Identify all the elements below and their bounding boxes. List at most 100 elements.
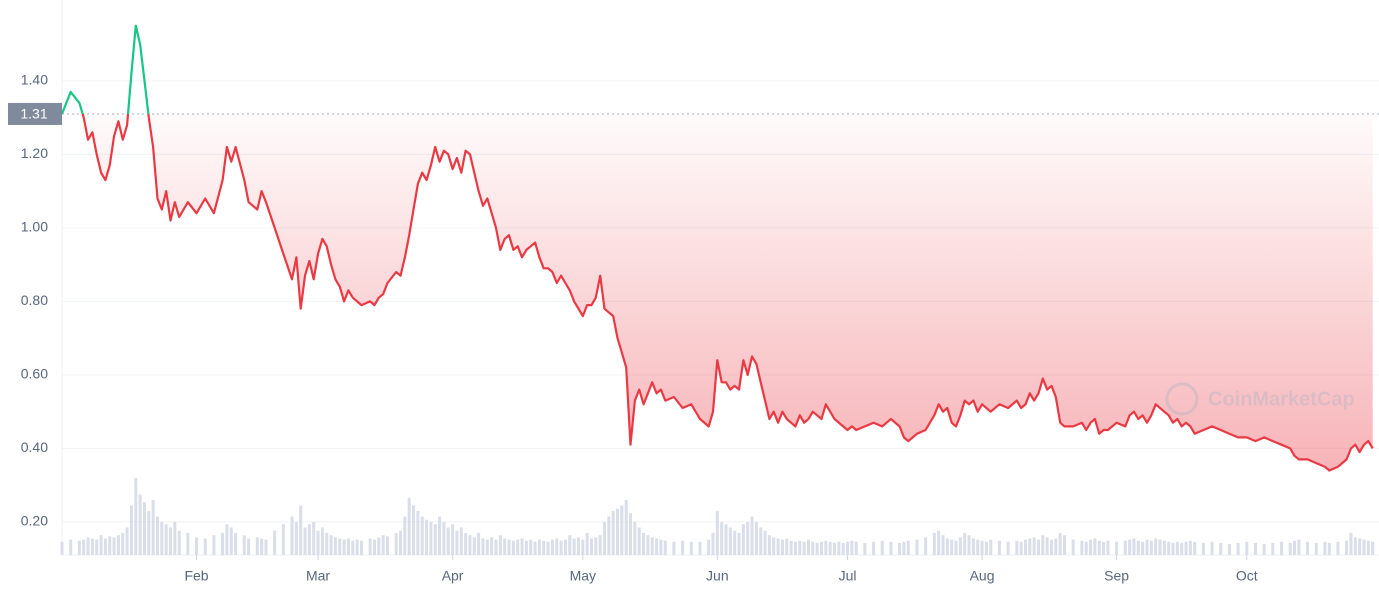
volume-bar bbox=[377, 537, 381, 555]
volume-bar bbox=[1167, 541, 1171, 555]
volume-bar bbox=[342, 539, 346, 555]
volume-bar bbox=[320, 527, 324, 555]
volume-bar bbox=[381, 535, 385, 555]
volume-bar bbox=[516, 539, 520, 555]
volume-bar bbox=[1201, 542, 1205, 555]
volume-bar bbox=[872, 541, 876, 555]
volume-bar bbox=[659, 539, 663, 555]
volume-bar bbox=[407, 497, 411, 555]
volume-bar bbox=[511, 540, 515, 555]
watermark: CoinMarketCap bbox=[1165, 382, 1355, 416]
volume-bar bbox=[359, 540, 363, 555]
volume-bar bbox=[1366, 540, 1370, 555]
volume-bar bbox=[290, 516, 294, 555]
volume-bar bbox=[264, 539, 268, 555]
volume-bar bbox=[372, 539, 376, 555]
volume-bar bbox=[1371, 541, 1375, 555]
volume-bar bbox=[299, 505, 303, 555]
volume-bar bbox=[1054, 538, 1058, 555]
volume-bar bbox=[1019, 541, 1023, 555]
volume-bar bbox=[750, 516, 754, 555]
volume-bar bbox=[1262, 544, 1266, 555]
volume-bar bbox=[160, 522, 164, 555]
volume-bar bbox=[902, 541, 906, 555]
volume-bar bbox=[989, 539, 993, 555]
volume-bar bbox=[1175, 541, 1179, 555]
volume-bar bbox=[1358, 538, 1362, 555]
volume-bar bbox=[642, 533, 646, 555]
volume-bar bbox=[472, 537, 476, 555]
volume-bar bbox=[945, 538, 949, 555]
volume-bar bbox=[329, 535, 333, 555]
volume-bar bbox=[581, 539, 585, 555]
volume-bar bbox=[1253, 542, 1257, 555]
volume-bar bbox=[889, 541, 893, 555]
volume-bar bbox=[69, 539, 73, 555]
volume-bar bbox=[446, 527, 450, 555]
volume-bar bbox=[368, 538, 372, 555]
volume-bar bbox=[307, 524, 311, 555]
volume-bar bbox=[850, 540, 854, 555]
volume-bar bbox=[537, 539, 541, 555]
volume-bar bbox=[355, 539, 359, 555]
volume-bar bbox=[1158, 539, 1162, 555]
volume-bar bbox=[1123, 540, 1127, 555]
x-tick-label: Jul bbox=[839, 568, 857, 584]
volume-bar bbox=[550, 539, 554, 555]
volume-bar bbox=[112, 537, 116, 555]
volume-bar bbox=[1132, 538, 1136, 555]
volume-bar bbox=[798, 540, 802, 555]
volume-bar bbox=[780, 539, 784, 555]
volume-bar bbox=[637, 527, 641, 555]
volume-bar bbox=[1314, 542, 1318, 555]
volume-bar bbox=[1362, 539, 1366, 555]
volume-bar bbox=[403, 516, 407, 555]
x-tick-label: Feb bbox=[184, 568, 208, 584]
volume-bar bbox=[616, 508, 620, 555]
volume-bar bbox=[82, 539, 86, 555]
x-tick-label: Sep bbox=[1104, 568, 1129, 584]
volume-bar bbox=[338, 538, 342, 555]
watermark-text: CoinMarketCap bbox=[1208, 388, 1355, 410]
volume-bar bbox=[1080, 540, 1084, 555]
volume-bar bbox=[724, 524, 728, 555]
volume-bar bbox=[316, 530, 320, 555]
volume-bar bbox=[1041, 535, 1045, 555]
volume-bar bbox=[806, 539, 810, 555]
volume-bar bbox=[351, 540, 355, 555]
x-tick-label: Jun bbox=[706, 568, 729, 584]
x-tick-label: Oct bbox=[1236, 568, 1258, 584]
volume-bar bbox=[568, 535, 572, 555]
volume-bar bbox=[585, 533, 589, 555]
volume-bar bbox=[229, 527, 233, 555]
volume-bar bbox=[86, 537, 90, 555]
volume-bar bbox=[1306, 541, 1310, 555]
volume-bar bbox=[607, 516, 611, 555]
volume-bar bbox=[1236, 542, 1240, 555]
volume-bar bbox=[997, 540, 1001, 555]
volume-bar bbox=[576, 537, 580, 555]
volume-bar bbox=[1145, 539, 1149, 555]
volume-bar bbox=[932, 533, 936, 555]
volume-bar bbox=[1071, 539, 1075, 555]
volume-bar bbox=[90, 538, 94, 555]
volume-bar bbox=[151, 500, 155, 555]
x-tick-label: May bbox=[570, 568, 596, 584]
volume-bar bbox=[980, 540, 984, 555]
volume-bar bbox=[1345, 540, 1349, 555]
volume-bar bbox=[572, 538, 576, 555]
volume-bar bbox=[425, 519, 429, 555]
volume-bar bbox=[60, 541, 64, 555]
volume-bar bbox=[186, 533, 190, 555]
volume-bar bbox=[811, 541, 815, 555]
volume-bar bbox=[103, 538, 107, 555]
volume-bar bbox=[399, 530, 403, 555]
volume-bar bbox=[221, 533, 225, 555]
volume-bar bbox=[624, 500, 628, 555]
volume-bar bbox=[1280, 541, 1284, 555]
volume-bar bbox=[494, 539, 498, 555]
volume-bar bbox=[555, 538, 559, 555]
volume-bar bbox=[520, 538, 524, 555]
volume-bar bbox=[195, 537, 199, 555]
volume-bar bbox=[1115, 541, 1119, 555]
